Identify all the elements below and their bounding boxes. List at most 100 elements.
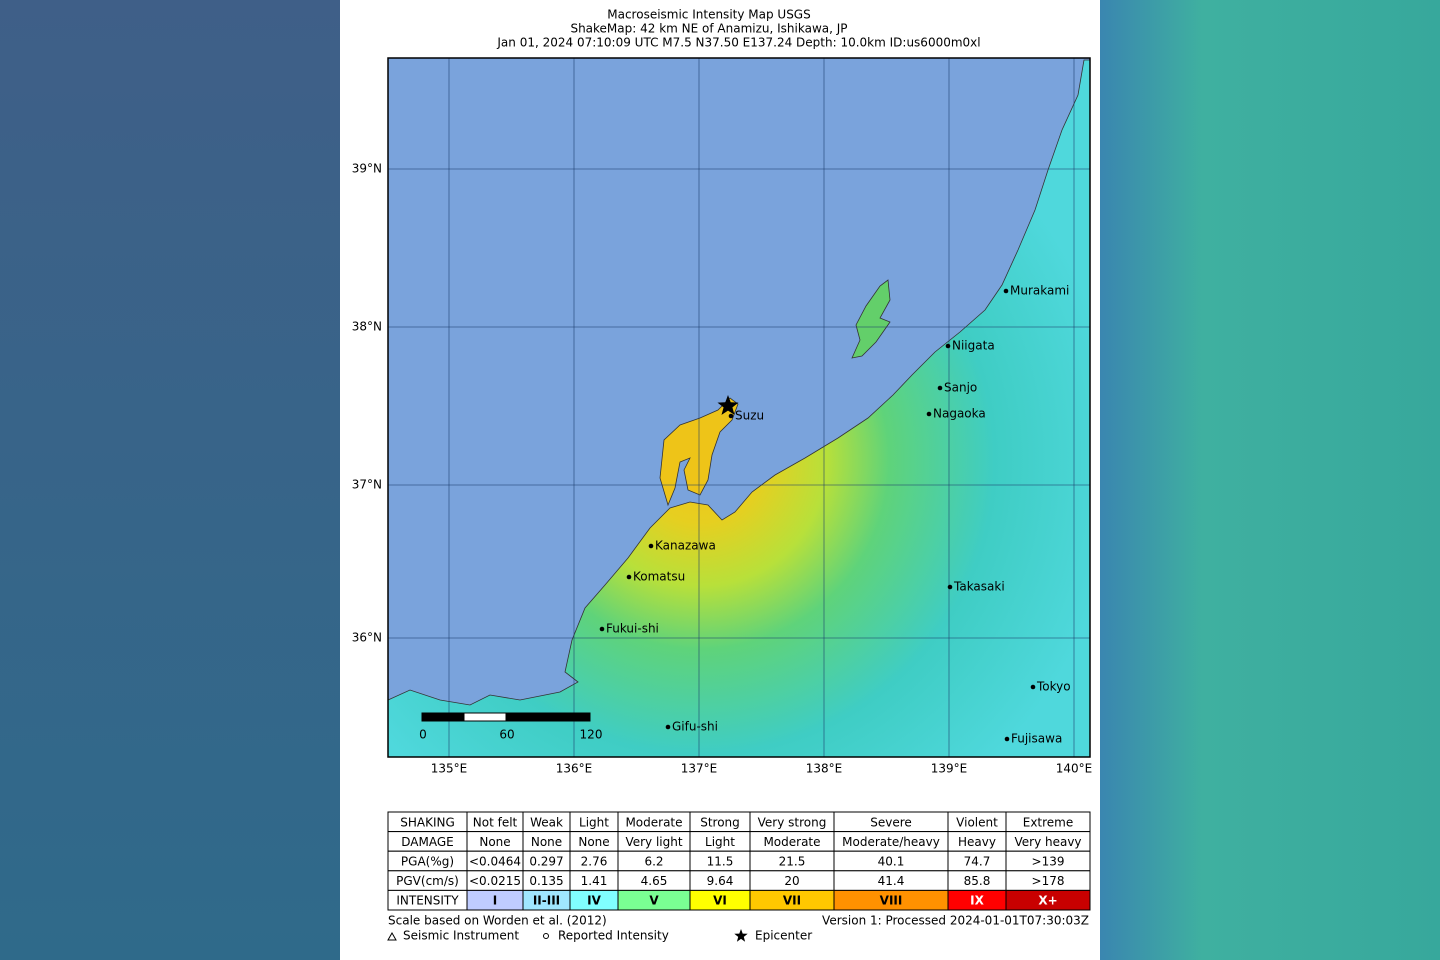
- background-left: [0, 0, 340, 960]
- city-label: Takasaki: [953, 580, 1005, 594]
- city-label: Kanazawa: [655, 539, 716, 553]
- map-overlay: Murakami Niigata Sanjo Nagaoka Suzu Kanazawa K…: [388, 58, 1090, 757]
- longitude-label: 140°E: [1056, 762, 1093, 776]
- legend-text: 74.7: [964, 855, 991, 869]
- legend-text: Weak: [530, 815, 563, 829]
- city-label: Sanjo: [944, 381, 977, 395]
- legend-text: Light: [705, 835, 735, 849]
- reported-symbol: [543, 933, 549, 939]
- epicenter: [717, 395, 739, 415]
- city-label: Niigata: [952, 339, 995, 353]
- legend-text: Moderate/heavy: [842, 835, 940, 849]
- city-dot: [1004, 736, 1010, 742]
- city-label: Gifu-shi: [672, 720, 718, 734]
- longitude-label: 136°E: [556, 762, 593, 776]
- city-label: Murakami: [1010, 284, 1069, 298]
- city-label: Fukui-shi: [606, 622, 659, 636]
- legend-text: V: [649, 894, 659, 908]
- legend-text: 0.135: [529, 874, 563, 888]
- legend-text: 85.8: [964, 874, 991, 888]
- legend-text: INTENSITY: [396, 894, 459, 908]
- city-dot: [599, 626, 605, 632]
- city-dot: [926, 411, 932, 417]
- longitude-label: 138°E: [806, 762, 843, 776]
- legend-text: Heavy: [958, 835, 996, 849]
- symbol-label: Seismic Instrument: [403, 929, 519, 943]
- city-dot: [648, 543, 654, 549]
- legend-text: 9.64: [707, 874, 734, 888]
- latitude-label: 38°N: [352, 320, 382, 334]
- scale-segment: [421, 712, 465, 722]
- legend-text: II-III: [533, 894, 560, 908]
- scale-segment: [547, 712, 591, 722]
- legend-text: Light: [579, 815, 609, 829]
- legend-text: VI: [713, 894, 727, 908]
- symbol-key: Seismic Instrument Reported Intensity Epic…: [387, 929, 812, 943]
- city-dot: [947, 584, 953, 590]
- city-dot: [937, 385, 943, 391]
- event-info: Jan 01, 2024 07:10:09 UTC M7.5 N37.50 E1…: [496, 36, 980, 50]
- legend-text: X+: [1038, 894, 1057, 908]
- legend-text: VII: [783, 894, 801, 908]
- symbol-label: Epicenter: [755, 929, 812, 943]
- legend-text: <0.0215: [469, 874, 521, 888]
- sado-island: [851, 279, 891, 359]
- legend-text: 1.41: [581, 874, 608, 888]
- legend-text: 20: [784, 874, 799, 888]
- legend-text: None: [578, 835, 609, 849]
- scale-label: 0: [419, 728, 427, 742]
- city-label: Fujisawa: [1011, 732, 1062, 746]
- background-right: [1100, 0, 1440, 960]
- legend-text: Moderate: [625, 815, 682, 829]
- legend-text: Very strong: [758, 815, 827, 829]
- legend-text: 21.5: [779, 855, 806, 869]
- scale-segment: [505, 712, 549, 722]
- scale-segment: [463, 712, 507, 722]
- map-subtitle: ShakeMap: 42 km NE of Anamizu, Ishikawa,…: [570, 22, 847, 36]
- legend-text: PGV(cm/s): [396, 874, 459, 888]
- legend-text: 4.65: [641, 874, 668, 888]
- legend-text: Violent: [956, 815, 998, 829]
- legend-text: Very heavy: [1014, 835, 1081, 849]
- epicenter-symbol: [734, 929, 748, 942]
- legend-text: PGA(%g): [401, 855, 454, 869]
- legend-text: 2.76: [581, 855, 608, 869]
- legend-text: 41.4: [878, 874, 905, 888]
- symbol-label: Reported Intensity: [558, 929, 669, 943]
- longitude-label: 137°E: [681, 762, 718, 776]
- legend-text: Not felt: [473, 815, 518, 829]
- city-dot: [1003, 288, 1009, 294]
- scale-label: 60: [499, 728, 514, 742]
- city-label: Suzu: [735, 409, 764, 423]
- legend-text: Very light: [625, 835, 682, 849]
- legend-text: Strong: [700, 815, 740, 829]
- version: Version 1: Processed 2024-01-01T07:30:03…: [822, 914, 1089, 928]
- citation: Scale based on Worden et al. (2012): [388, 914, 607, 928]
- legend-text: Severe: [870, 815, 912, 829]
- city-dot: [1030, 684, 1036, 690]
- city-label: Tokyo: [1036, 680, 1071, 694]
- legend-table: SHAKING Not felt Weak Light Moderate Strong Ve…: [387, 811, 1091, 911]
- city-label: Nagaoka: [933, 407, 986, 421]
- legend-text: I: [493, 894, 497, 908]
- latitude-label: 37°N: [352, 478, 382, 492]
- legend-text: IX: [970, 894, 984, 908]
- legend-text: None: [479, 835, 510, 849]
- legend-cell: [1005, 889, 1091, 911]
- latitude-label: 39°N: [352, 162, 382, 176]
- legend-text: >178: [1032, 874, 1065, 888]
- map: Murakami Niigata Sanjo Nagaoka Suzu Kanazawa K…: [387, 57, 1091, 758]
- legend-text: None: [531, 835, 562, 849]
- legend-text: 11.5: [707, 855, 734, 869]
- city-label: Komatsu: [633, 570, 685, 584]
- legend-text: Extreme: [1023, 815, 1074, 829]
- legend-text: Moderate: [763, 835, 820, 849]
- legend-text: SHAKING: [400, 815, 455, 829]
- city-dot: [626, 574, 632, 580]
- legend-text: DAMAGE: [401, 835, 453, 849]
- map-frame: [387, 57, 1091, 758]
- longitude-label: 135°E: [431, 762, 468, 776]
- longitude-label: 139°E: [931, 762, 968, 776]
- city-dot: [728, 413, 734, 419]
